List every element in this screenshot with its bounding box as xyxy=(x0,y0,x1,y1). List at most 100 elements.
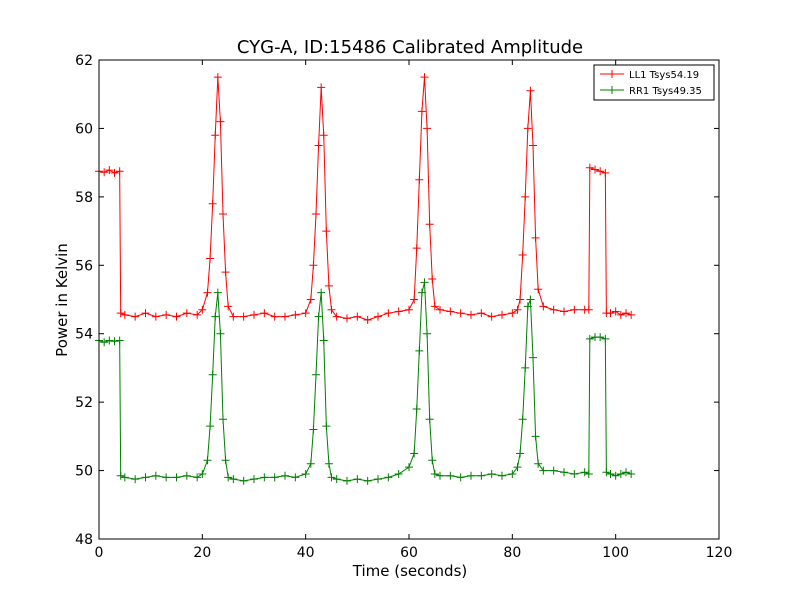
data-point xyxy=(332,312,341,321)
y-tick-label: 54 xyxy=(75,327,93,343)
data-point xyxy=(363,476,372,485)
data-point xyxy=(332,475,341,484)
data-point xyxy=(327,305,336,314)
data-point xyxy=(456,309,465,318)
series-layer xyxy=(95,73,636,485)
data-point xyxy=(353,475,362,484)
data-point xyxy=(317,83,326,92)
data-point xyxy=(425,415,434,424)
data-point xyxy=(570,305,579,314)
data-point xyxy=(513,305,522,314)
data-point xyxy=(526,86,535,95)
data-point xyxy=(627,469,636,478)
y-axis-label: Power in Kelvin xyxy=(53,243,71,357)
data-point xyxy=(436,471,444,480)
data-point xyxy=(534,285,543,294)
data-point xyxy=(430,469,439,478)
data-point xyxy=(616,469,625,478)
data-point xyxy=(394,307,403,316)
data-point xyxy=(456,473,465,482)
series-0 xyxy=(95,73,636,325)
legend-entry-rr1: RR1 Tsys49.35 xyxy=(600,86,702,97)
data-point xyxy=(529,353,537,362)
data-point xyxy=(312,209,320,218)
data-point xyxy=(172,312,181,321)
data-point xyxy=(206,422,215,431)
data-point xyxy=(611,307,620,316)
data-point xyxy=(384,473,393,482)
data-point xyxy=(606,469,615,478)
data-point xyxy=(110,337,119,346)
data-point xyxy=(151,471,160,480)
data-point xyxy=(141,473,150,482)
data-point xyxy=(213,288,222,297)
data-point xyxy=(611,471,620,480)
data-point xyxy=(513,463,522,472)
data-point xyxy=(415,175,424,184)
data-point xyxy=(570,469,579,478)
data-point xyxy=(224,302,233,311)
data-point xyxy=(309,261,318,270)
data-point xyxy=(602,468,611,477)
data-point xyxy=(498,471,506,480)
data-point xyxy=(324,459,333,468)
data-point xyxy=(198,469,207,478)
data-point xyxy=(131,312,140,321)
data-point xyxy=(250,475,258,484)
data-point xyxy=(585,334,594,343)
data-point xyxy=(260,309,269,318)
data-point xyxy=(523,302,532,311)
data-point xyxy=(221,456,230,465)
y-tick-label: 62 xyxy=(75,53,93,69)
data-point xyxy=(394,469,403,478)
data-point xyxy=(110,168,119,177)
data-point xyxy=(100,338,109,347)
data-point xyxy=(211,131,220,140)
data-point xyxy=(151,312,160,321)
x-tick-label: 20 xyxy=(193,545,211,561)
data-point xyxy=(306,295,315,304)
data-point xyxy=(216,117,225,126)
data-point xyxy=(314,312,323,321)
y-tick-label: 60 xyxy=(75,121,93,137)
data-point xyxy=(516,449,525,458)
data-point xyxy=(221,268,230,277)
data-point xyxy=(526,295,535,304)
data-point xyxy=(224,473,233,482)
data-point xyxy=(423,329,432,338)
data-point xyxy=(324,281,333,290)
data-point xyxy=(260,473,269,482)
data-point xyxy=(487,312,496,321)
data-point xyxy=(374,312,382,321)
data-point xyxy=(115,336,124,345)
data-point xyxy=(343,476,351,485)
data-point xyxy=(203,456,212,465)
data-point xyxy=(120,310,129,319)
data-point xyxy=(601,168,610,177)
data-point xyxy=(301,309,310,318)
y-tick-label: 56 xyxy=(75,258,93,274)
x-tick-label: 0 xyxy=(95,545,104,561)
data-point xyxy=(182,309,191,318)
data-point xyxy=(596,333,605,342)
legend-label-ll1: LL1 Tsys54.19 xyxy=(629,70,699,81)
data-point xyxy=(539,302,548,311)
data-point xyxy=(518,415,527,424)
data-point xyxy=(622,468,630,477)
data-point xyxy=(420,278,429,287)
data-point xyxy=(622,309,630,318)
data-point xyxy=(412,244,421,253)
data-point xyxy=(322,422,331,431)
data-point xyxy=(430,302,439,311)
data-point xyxy=(508,469,517,478)
data-point xyxy=(420,73,429,82)
data-point xyxy=(105,336,114,345)
data-point xyxy=(120,473,129,482)
y-tick-label: 52 xyxy=(75,395,93,411)
data-point xyxy=(211,312,220,321)
data-point xyxy=(312,370,320,379)
data-point xyxy=(363,316,372,325)
data-point xyxy=(591,165,599,174)
data-point xyxy=(580,468,589,477)
data-point xyxy=(193,473,202,482)
